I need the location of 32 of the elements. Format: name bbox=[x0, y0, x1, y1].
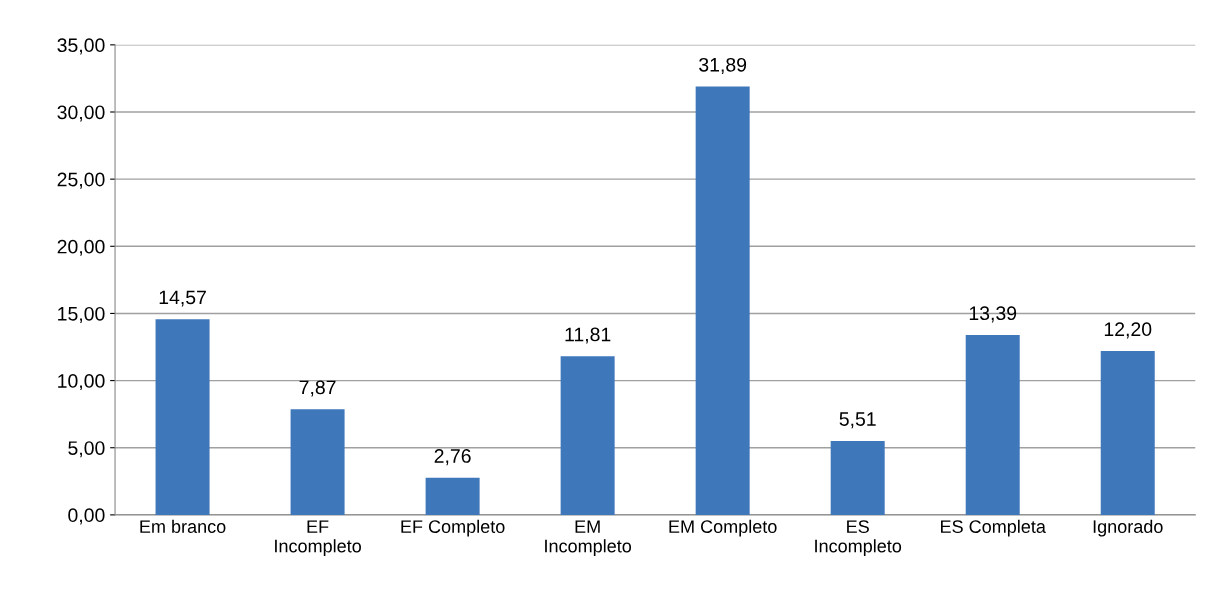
y-tick-label: 0,00 bbox=[68, 508, 105, 525]
bar bbox=[560, 356, 615, 515]
y-tick-label: 10,00 bbox=[58, 374, 105, 391]
x-tick-label: ES Incompleto bbox=[815, 520, 902, 557]
bar bbox=[830, 440, 885, 515]
bar bbox=[155, 319, 210, 515]
x-tick-label: EM Completo bbox=[669, 519, 777, 537]
y-tick-label: 30,00 bbox=[57, 105, 105, 122]
bar bbox=[425, 477, 480, 515]
y-tick-label: 5,00 bbox=[68, 441, 105, 458]
data-label: 31,89 bbox=[699, 57, 747, 74]
y-tick-label: 35,00 bbox=[57, 38, 105, 55]
y-tick-label: 25,00 bbox=[57, 172, 105, 189]
x-tick-label: Em branco bbox=[140, 519, 226, 533]
bar bbox=[290, 409, 345, 515]
x-tick-label: ES Completa bbox=[941, 519, 1046, 537]
bar bbox=[695, 86, 750, 515]
y-tick-label: 15,00 bbox=[58, 306, 105, 323]
bar bbox=[965, 335, 1020, 515]
data-label: 13,39 bbox=[969, 306, 1017, 323]
x-tick-label: EM Incompleto bbox=[545, 520, 632, 557]
y-tick-label: 20,00 bbox=[57, 239, 105, 256]
x-tick-label: EF Incompleto bbox=[275, 520, 361, 557]
data-label: 11,81 bbox=[565, 327, 611, 344]
x-tick-label: Ignorado bbox=[1093, 519, 1163, 537]
data-label: 14,57 bbox=[159, 290, 206, 307]
bar bbox=[1100, 351, 1155, 515]
data-label: 2,76 bbox=[434, 449, 471, 466]
data-label: 7,87 bbox=[299, 380, 336, 397]
data-label: 5,51 bbox=[839, 412, 876, 429]
x-tick-label: EF Completo bbox=[401, 519, 505, 537]
data-label: 12,20 bbox=[1104, 322, 1152, 339]
